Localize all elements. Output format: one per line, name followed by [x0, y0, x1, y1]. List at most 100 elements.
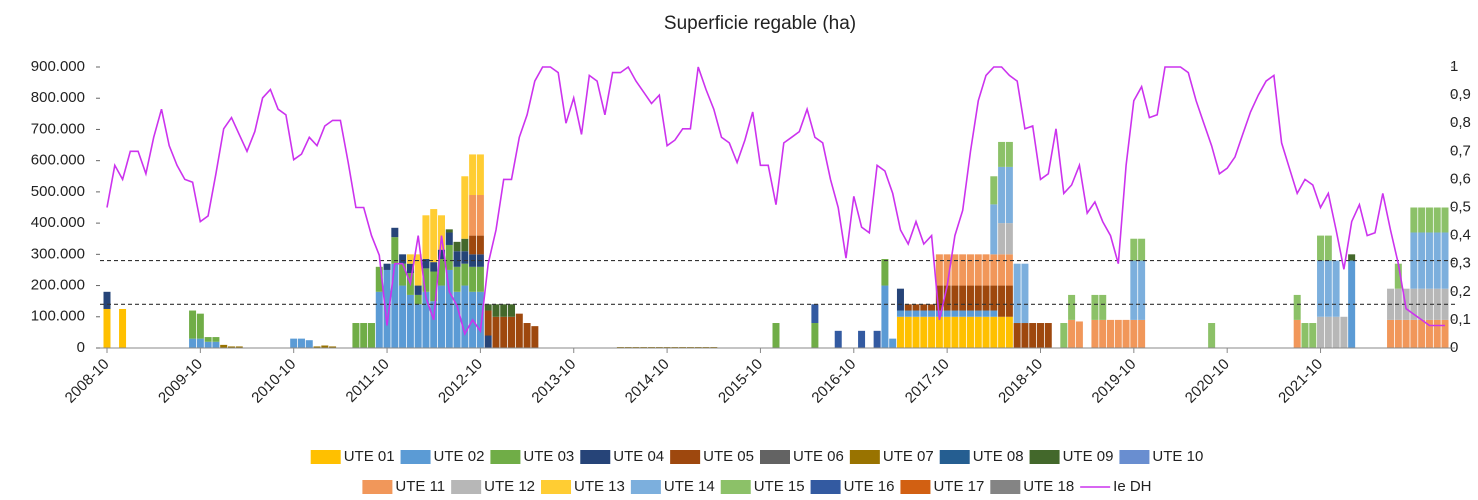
bar-segment — [391, 263, 399, 348]
y-tick-label: 0 — [77, 339, 85, 356]
bar-segment — [974, 316, 982, 348]
bar-segment — [1340, 316, 1348, 348]
bar-segment — [492, 316, 500, 348]
legend-swatch — [759, 450, 790, 464]
bar-segment — [1060, 323, 1068, 348]
bar-segment — [982, 316, 990, 348]
bar-segment — [531, 326, 539, 348]
bar-segment — [982, 285, 990, 311]
legend-swatch — [451, 480, 482, 494]
bar-segment — [1418, 232, 1426, 289]
bar-segment — [103, 308, 111, 348]
bar-segment — [1138, 238, 1146, 261]
bar-segment — [437, 249, 446, 260]
legend-swatch — [849, 450, 880, 464]
bar-segment — [1099, 319, 1107, 348]
bar-segment — [484, 335, 492, 348]
bar-segment — [1410, 319, 1418, 348]
x-tick-label: 2019-10 — [1089, 356, 1140, 407]
bar-segment — [297, 338, 305, 348]
bar-segment — [329, 346, 337, 348]
bar-segment — [1068, 319, 1076, 348]
x-tick-label: 2020-10 — [1182, 356, 1233, 407]
bar-segment — [1301, 323, 1309, 348]
bar-segment — [476, 266, 484, 292]
bar-segment — [1394, 263, 1402, 289]
bar-segment — [974, 254, 982, 286]
bar-segment — [943, 316, 951, 348]
bar-segment — [476, 154, 484, 196]
bar-segment — [920, 310, 928, 317]
bar-segment — [430, 271, 438, 302]
bar-segment — [904, 316, 912, 348]
bar-segment — [896, 288, 904, 311]
bar-segment — [998, 141, 1006, 167]
bar-segment — [430, 301, 438, 348]
bar-segment — [445, 269, 453, 348]
y-tick-label: 900.000 — [31, 58, 85, 75]
bar-segment — [1075, 321, 1083, 348]
bar-segment — [1005, 141, 1013, 167]
bar-segment — [430, 209, 438, 263]
bar-segment — [943, 310, 951, 317]
bar-segment — [414, 254, 422, 286]
bar-segment — [1091, 319, 1099, 348]
legend-swatch — [900, 480, 931, 494]
bar-segment — [406, 294, 414, 348]
bar-segment — [990, 310, 998, 317]
bar-segment — [476, 235, 484, 255]
bar-segment — [1036, 323, 1044, 348]
bar-segment — [461, 251, 469, 264]
bar-segment — [889, 338, 897, 348]
bar-segment — [912, 316, 920, 348]
bar-segment — [1293, 319, 1301, 348]
bar-segment — [998, 254, 1006, 286]
legend-label: UTE 14 — [664, 478, 715, 495]
bar-segment — [1122, 319, 1130, 348]
x-tick-label: 2017-10 — [902, 356, 953, 407]
bar-segment — [204, 341, 212, 348]
y2-tick-label: 0,5 — [1450, 198, 1471, 215]
bar-segment — [1317, 316, 1325, 348]
bar-segment — [492, 304, 500, 317]
bar-segment — [990, 254, 998, 286]
legend-swatch — [362, 480, 393, 494]
bar-segment — [461, 263, 469, 286]
x-tick-label: 2010-10 — [248, 356, 299, 407]
bar-segment — [1418, 207, 1426, 233]
bar-segment — [484, 310, 492, 336]
bar-segment — [437, 215, 446, 250]
bar-segment — [1348, 254, 1356, 261]
y2-tick-label: 0,2 — [1450, 283, 1471, 300]
bar-segment — [305, 340, 313, 348]
bar-segment — [1394, 319, 1402, 348]
bar-segment — [935, 285, 943, 311]
bar-segment — [982, 254, 990, 286]
bar-segment — [1021, 323, 1029, 348]
bar-segment — [1425, 207, 1433, 233]
bar-segment — [453, 291, 461, 348]
bar-segment — [1138, 260, 1146, 320]
y-tick-label: 500.000 — [31, 183, 85, 200]
bar-segment — [189, 338, 197, 348]
bar-segment — [1068, 294, 1076, 320]
x-tick-label: 2012-10 — [435, 356, 486, 407]
bar-segment — [212, 337, 220, 342]
bar-segment — [1441, 207, 1449, 233]
bar-segment — [1013, 323, 1021, 348]
bar-segment — [966, 316, 974, 348]
bar-segment — [399, 254, 407, 264]
bar-segment — [920, 304, 928, 311]
y-tick-label: 100.000 — [31, 308, 85, 325]
legend-label: UTE 02 — [434, 448, 485, 465]
y2-tick-label: 0,6 — [1450, 170, 1471, 187]
bar-segment — [422, 291, 430, 348]
bar-segment — [422, 215, 430, 260]
bar-segment — [904, 304, 912, 311]
bar-segment — [406, 263, 414, 274]
bar-segment — [375, 266, 383, 292]
bar-segment — [1348, 260, 1356, 348]
bar-segment — [437, 259, 446, 286]
bar-segment — [811, 323, 819, 348]
